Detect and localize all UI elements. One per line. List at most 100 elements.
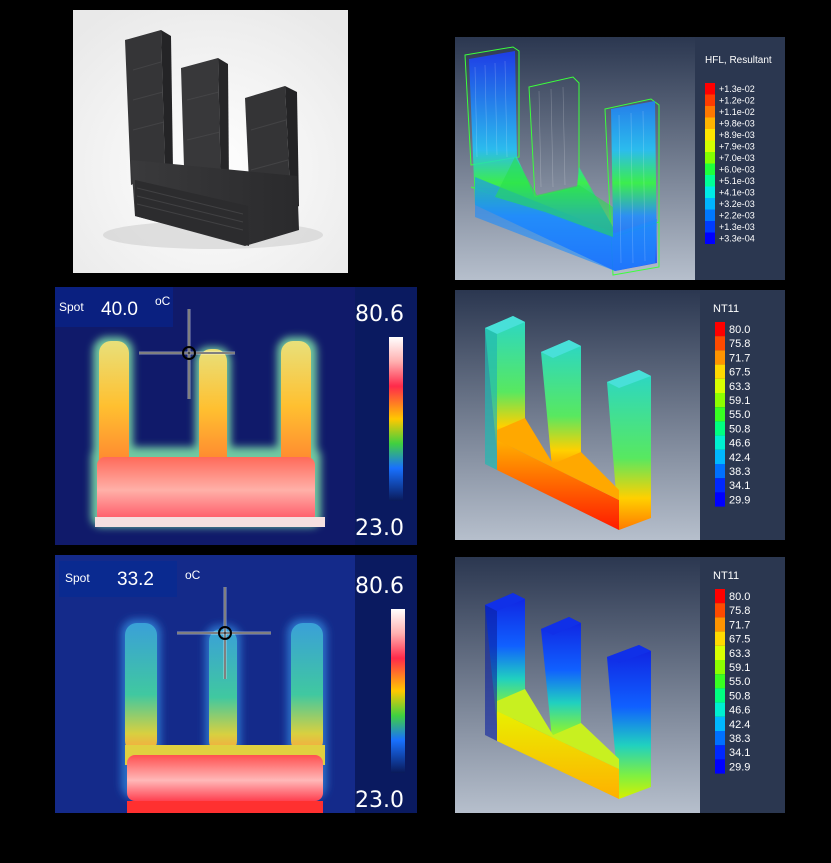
legend-swatch — [715, 631, 725, 646]
nt11-legend-value: 50.8 — [729, 690, 750, 702]
legend-swatch — [705, 94, 715, 106]
scale-max: 80.6 — [355, 574, 404, 599]
legend-swatch — [715, 617, 725, 632]
hfl-legend: +1.3e-02+1.2e-02 +1.1e-02+9.8e-03 +8.9e-03… — [705, 83, 755, 244]
hfl-legend-value: +7.9e-03 — [719, 141, 755, 151]
thermal-image-top-graphic: Spot 40.0 oC 80.6 23.0 — [55, 287, 417, 545]
sim-plot-top: NT11 80.0 75.8 71.7 67.5 63.3 59.1 55.0 50.8 46.… — [455, 290, 785, 540]
nt11-legend-top: 80.0 75.8 71.7 67.5 63.3 59.1 55.0 50.8 46.6 42.4… — [715, 322, 750, 507]
legend-swatch — [715, 660, 725, 675]
temperature-scale-bar — [391, 609, 405, 773]
legend-swatch — [705, 140, 715, 152]
hfl-legend-value: +1.3e-03 — [719, 222, 755, 232]
nt11-legend-value: 55.0 — [729, 676, 750, 688]
legend-swatch — [715, 478, 725, 493]
legend-swatch — [715, 745, 725, 760]
legend-swatch — [715, 350, 725, 365]
thermal-image-bottom: Spot 33.2 oC 80.6 23.0 — [55, 555, 417, 813]
nt11-legend-value: 80.0 — [729, 324, 750, 336]
legend-swatch — [705, 117, 715, 129]
hfl-legend-value: +6.0e-03 — [719, 164, 755, 174]
legend-swatch — [705, 163, 715, 175]
nt11-legend-value: 75.8 — [729, 605, 750, 617]
nt11-legend-value: 29.9 — [729, 494, 750, 506]
nt11-legend-value: 42.4 — [729, 452, 750, 464]
legend-swatch — [705, 232, 715, 244]
nt11-legend-value: 71.7 — [729, 352, 750, 364]
legend-swatch — [705, 175, 715, 187]
nt11-legend-value: 46.6 — [729, 438, 750, 450]
nt11-legend-value: 63.3 — [729, 381, 750, 393]
legend-swatch — [705, 209, 715, 221]
spot-label: Spot — [59, 300, 84, 314]
hfl-legend-value: +4.1e-03 — [719, 187, 755, 197]
thermal-image-bottom-graphic: Spot 33.2 oC 80.6 23.0 — [55, 555, 417, 813]
spot-value: 40.0 — [101, 299, 138, 320]
legend-swatch — [705, 83, 715, 95]
hfl-legend-value: +7.0e-03 — [719, 153, 755, 163]
legend-swatch — [715, 421, 725, 436]
hfl-legend-value: +1.2e-02 — [719, 95, 755, 105]
legend-swatch — [715, 449, 725, 464]
legend-swatch — [705, 106, 715, 118]
nt11-title-top: NT11 — [713, 303, 739, 315]
sim-plot-bottom: NT11 80.0 75.8 71.7 67.5 63.3 59.1 55.0 50.8 46.… — [455, 557, 785, 813]
legend-swatch — [715, 492, 725, 507]
nt11-legend-value: 75.8 — [729, 338, 750, 350]
legend-swatch — [715, 702, 725, 717]
hfl-legend-value: +3.3e-04 — [719, 233, 755, 243]
legend-swatch — [715, 464, 725, 479]
hfl-legend-value: +2.2e-03 — [719, 210, 755, 220]
legend-swatch — [715, 731, 725, 746]
legend-swatch — [715, 688, 725, 703]
nt11-legend-value: 38.3 — [729, 466, 750, 478]
legend-swatch — [715, 674, 725, 689]
spot-value: 33.2 — [117, 569, 154, 590]
legend-swatch — [715, 435, 725, 450]
hfl-legend-value: +5.1e-03 — [719, 176, 755, 186]
heat-flux-plot: HFL, Resultant +1.3e-02+1.2e-02+1.1e-02+… — [455, 37, 785, 280]
nt11-legend-value: 50.8 — [729, 423, 750, 435]
nt11-legend-value: 67.5 — [729, 634, 750, 646]
legend-swatch — [715, 589, 725, 604]
scale-min: 23.0 — [355, 516, 404, 541]
unit-label: oC — [185, 568, 201, 582]
nt11-legend-value: 29.9 — [729, 761, 750, 773]
nt11-legend-value: 38.3 — [729, 733, 750, 745]
legend-swatch — [715, 407, 725, 422]
legend-swatch — [715, 393, 725, 408]
nt11-legend-value: 80.0 — [729, 591, 750, 603]
legend-swatch — [715, 322, 725, 337]
heat-flux-panel: HFL, Resultant +1.3e-02 +1.2e-02 +1.1e-02 +… — [455, 37, 785, 280]
nt11-legend-value: 59.1 — [729, 395, 750, 407]
nt11-legend-value: 34.1 — [729, 480, 750, 492]
nt11-legend-value: 34.1 — [729, 747, 750, 759]
photo-panel — [73, 10, 348, 273]
legend-swatch — [715, 336, 725, 351]
hfl-legend-value: +3.2e-03 — [719, 199, 755, 209]
hfl-legend-value: +8.9e-03 — [719, 130, 755, 140]
nt11-legend-value: 42.4 — [729, 719, 750, 731]
hfl-legend-value: +1.1e-02 — [719, 107, 755, 117]
legend-swatch — [715, 378, 725, 393]
legend-swatch — [715, 759, 725, 774]
nt11-legend-value: 63.3 — [729, 648, 750, 660]
nt11-title-bottom: NT11 — [713, 570, 739, 582]
scale-max: 80.6 — [355, 302, 404, 327]
spot-label: Spot — [65, 571, 90, 585]
unit-label: oC — [155, 294, 171, 308]
hfl-legend-value: +1.3e-02 — [719, 84, 755, 94]
hfl-legend-value: +9.8e-03 — [719, 118, 755, 128]
legend-swatch — [705, 129, 715, 141]
legend-swatch — [705, 198, 715, 210]
sim-panel-bottom: NT11 80.0 75.8 71.7 67.5 63.3 59.1 55.0 50.8 46.… — [455, 557, 785, 813]
scale-min: 23.0 — [355, 788, 404, 813]
nt11-legend-value: 71.7 — [729, 619, 750, 631]
w-shape-model — [485, 316, 651, 530]
sim-panel-top: NT11 80.0 75.8 71.7 67.5 63.3 59.1 55.0 50.8 46.… — [455, 290, 785, 540]
nt11-legend-value: 55.0 — [729, 409, 750, 421]
printed-object-photo — [73, 10, 348, 273]
w-shape-model — [485, 593, 651, 799]
nt11-legend-bottom: 80.0 75.8 71.7 67.5 63.3 59.1 55.0 50.8 46.6 42.4… — [715, 589, 750, 774]
nt11-legend-value: 46.6 — [729, 705, 750, 717]
